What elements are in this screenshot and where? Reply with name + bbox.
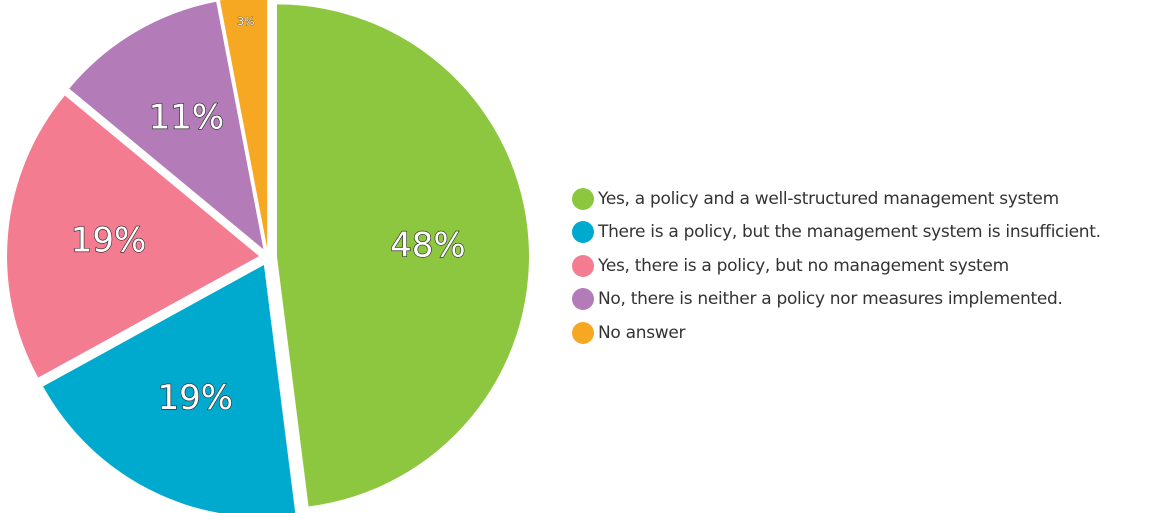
legend-swatch [572,288,594,311]
legend-item: Yes, a policy and a well-structured mana… [572,182,1101,216]
pie-slices [7,0,529,513]
legend-item: No, there is neither a policy nor measur… [572,283,1101,317]
legend-label: Yes, there is a policy, but no managemen… [598,255,1009,276]
legend-swatch [572,321,594,344]
slice-data-label: 19% [157,378,233,418]
legend-item: Yes, there is a policy, but no managemen… [572,249,1101,283]
legend-item: There is a policy, but the management sy… [572,216,1101,250]
pie-slice [7,95,260,378]
pie-slice [276,4,529,507]
pie-slice [219,0,268,249]
chart-legend: Yes, a policy and a well-structured mana… [572,182,1101,350]
legend-swatch [572,221,594,244]
pie-slice [43,265,296,513]
legend-label: There is a policy, but the management sy… [598,222,1101,243]
pie-chart-svg: 48% 19% 19% 11% 3% [7,0,529,513]
pie-slice [69,1,264,250]
legend-item: No answer [572,316,1101,350]
slice-data-label: 19% [71,220,147,260]
legend-swatch [572,187,594,210]
legend-swatch [572,254,594,277]
legend-label: Yes, a policy and a well-structured mana… [598,188,1059,209]
pie-data-labels: 48% 19% 19% 11% 3% [70,15,466,419]
legend-label: No, there is neither a policy nor measur… [598,289,1063,310]
slice-data-label: 48% [390,225,466,265]
slice-data-label: 3% [237,15,254,28]
slice-data-label: 11% [149,98,225,138]
legend-label: No answer [598,322,686,343]
